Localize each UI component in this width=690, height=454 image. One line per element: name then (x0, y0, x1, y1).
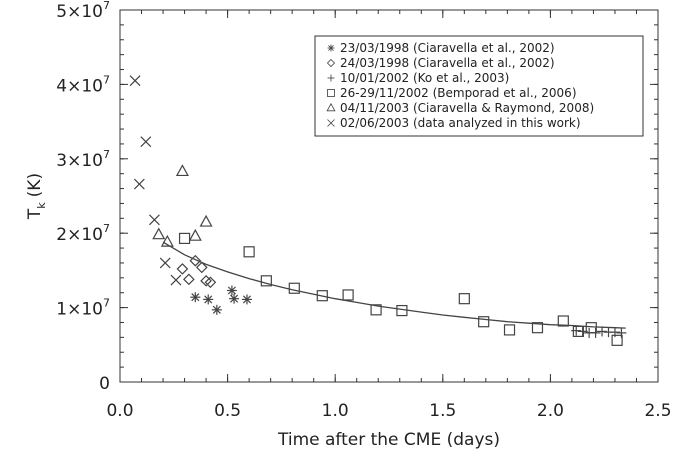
legend-marker-plus (327, 74, 335, 82)
legend-label: 02/06/2003 (data analyzed in this work) (340, 116, 581, 130)
data-point-square (243, 246, 255, 258)
data-point-triangle (175, 164, 189, 177)
legend-label: 24/03/1998 (Ciaravella et al., 2002) (340, 56, 555, 70)
data-point-diamond (195, 261, 208, 274)
data-point-square (458, 293, 470, 305)
y-tick-label: 4×107 (56, 73, 110, 96)
data-point-asterisk (241, 294, 252, 305)
data-point-triangle (160, 234, 174, 247)
legend-box (314, 35, 644, 137)
data-point-cross (159, 257, 171, 269)
x-tick-label: 1.5 (429, 401, 456, 421)
legend-marker-square (327, 89, 335, 97)
data-point-square (370, 304, 382, 316)
legend-item: 10/01/2002 (Ko et al., 2003) (327, 71, 509, 85)
data-point-asterisk (203, 294, 214, 305)
legend-label: 10/01/2002 (Ko et al., 2003) (340, 71, 509, 85)
data-point-plus (616, 327, 627, 338)
data-markers (129, 75, 627, 346)
data-point-asterisk (229, 293, 240, 304)
data-point-diamond (200, 274, 212, 287)
data-point-square (342, 289, 354, 301)
data-point-triangle (199, 214, 213, 227)
legend-label: 23/03/1998 (Ciaravella et al., 2002) (340, 41, 555, 55)
x-tick-label: 1.0 (322, 401, 349, 421)
x-tick-label: 2.0 (537, 401, 564, 421)
data-point-diamond (204, 276, 217, 289)
legend-label: 26-29/11/2002 (Bemporad et al., 2006) (340, 86, 577, 100)
data-point-square (503, 324, 516, 336)
y-tick-label: 1×107 (56, 297, 110, 320)
legend-marker-triangle (326, 102, 336, 112)
y-tick-label: 2×107 (56, 222, 110, 245)
x-axis-title: Time after the CME (days) (277, 430, 500, 450)
data-point-diamond (189, 254, 202, 267)
data-point-square (260, 275, 272, 287)
x-tick-label: 0.5 (214, 401, 241, 421)
axis-ticks (119, 9, 659, 383)
data-point-cross (140, 136, 152, 148)
data-point-plus (571, 325, 582, 336)
legend-item: 02/06/2003 (data analyzed in this work) (327, 116, 581, 130)
data-point-asterisk (226, 285, 237, 296)
axis-tick-labels: 0.0 0.5 1.0 1.5 2.0 2.5 0 1×107 2×107 3×107 4×107 5… (56, 0, 671, 421)
legend-item: 26-29/11/2002 (Bemporad et al., 2006) (327, 86, 577, 100)
legend-item: 23/03/1998 (Ciaravella et al., 2002) (327, 41, 555, 55)
legend: 23/03/1998 (Ciaravella et al., 2002)24/0… (314, 35, 644, 137)
x-tick-label: 2.5 (644, 401, 671, 421)
data-point-square (585, 322, 597, 334)
legend-label: 04/11/2003 (Ciaravella & Raymond, 2008) (340, 101, 594, 115)
data-point-square (611, 334, 623, 346)
data-point-square (478, 316, 490, 328)
data-point-triangle (152, 227, 166, 240)
data-point-asterisk (190, 292, 201, 303)
data-point-square (531, 322, 544, 334)
data-point-cross (129, 75, 141, 87)
data-point-square (396, 304, 408, 317)
data-point-diamond (183, 273, 195, 286)
data-point-cross (170, 274, 182, 286)
legend-marker-asterisk (327, 44, 335, 52)
data-point-diamond (176, 263, 189, 275)
y-tick-label: 0 (99, 374, 110, 394)
data-point-square (288, 282, 300, 294)
data-point-square (572, 325, 584, 338)
y-axis-title: Tk(K) (25, 173, 48, 220)
data-point-square (178, 232, 191, 245)
fit-curve (162, 241, 626, 329)
y-tick-label: 3×107 (56, 148, 110, 171)
data-point-square (557, 315, 569, 327)
plot-frame (119, 9, 659, 383)
data-point-plus (597, 326, 608, 337)
legend-item: 04/11/2003 (Ciaravella & Raymond, 2008) (326, 101, 594, 115)
legend-item: 24/03/1998 (Ciaravella et al., 2002) (326, 56, 555, 70)
legend-marker-cross (327, 119, 335, 127)
data-point-square (316, 290, 328, 302)
legend-marker-diamond (326, 58, 336, 68)
data-point-triangle (188, 228, 202, 241)
data-point-cross (133, 178, 145, 190)
data-point-asterisk (211, 304, 222, 315)
y-tick-label: 5×107 (56, 0, 110, 22)
data-point-cross (149, 214, 160, 226)
x-tick-label: 0.0 (106, 401, 133, 421)
